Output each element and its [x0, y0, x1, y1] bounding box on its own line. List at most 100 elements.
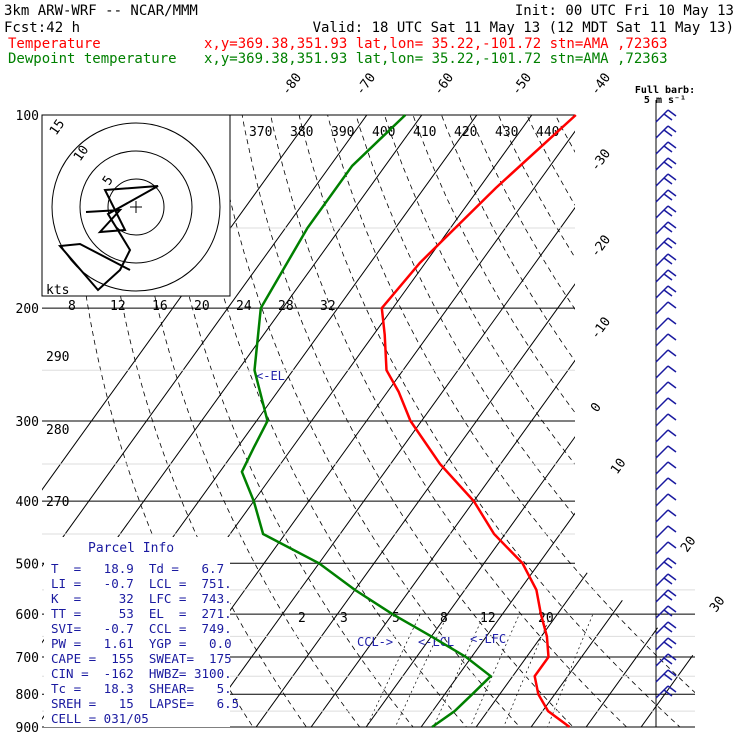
isotherm-label: 20	[678, 534, 699, 555]
wind-barb-flag	[667, 333, 677, 341]
wind-barb-shaft	[655, 621, 669, 635]
pressure-label: 100	[16, 109, 39, 124]
wind-barb-flag	[663, 241, 673, 249]
dry-adiabat	[623, 115, 695, 727]
wind-barb-flag	[667, 189, 677, 197]
wind-barb-flag	[663, 193, 673, 201]
hodograph-speed-label: 12	[110, 299, 126, 314]
hodograph-units: kts	[46, 283, 69, 298]
wind-barb-shaft	[655, 237, 669, 251]
wind-barb-flag	[663, 641, 673, 649]
wind-barb-flag	[667, 637, 677, 645]
wind-barb-shaft	[655, 493, 669, 507]
hodograph-ring-label: 10	[71, 143, 92, 164]
dry-adiabat	[540, 115, 695, 727]
dewpoint-location: x,y=369.38,351.93 lat,lon= 35.22,-101.72…	[204, 51, 668, 67]
parcel-row: CAPE = 155 SWEAT= 175	[51, 651, 232, 666]
wind-barb-flag	[667, 381, 677, 389]
wind-barb-flag	[663, 145, 673, 153]
wind-barb-shaft	[655, 269, 669, 283]
wind-barb-flag	[663, 657, 673, 665]
theta-lower-label: 280	[46, 423, 69, 438]
parcel-row: LI = -0.7 LCL = 751.	[51, 576, 232, 591]
hodograph-trace	[57, 185, 159, 292]
wind-barb-flag	[663, 289, 673, 297]
parcel-row: SREH = 15 LAPSE= 6.5	[51, 696, 239, 711]
wind-barb-shaft	[655, 333, 669, 347]
wind-barb-shaft	[655, 509, 669, 523]
parcel-row: SVI= -0.7 CCL = 749.	[51, 621, 232, 636]
isotherm-label: -80	[279, 71, 305, 99]
pressure-label: 400	[16, 495, 39, 510]
temperature-legend: Temperature	[8, 36, 101, 52]
wind-barb-flag	[667, 525, 677, 533]
wind-barb-flag	[667, 205, 677, 213]
wind-barb-flag	[667, 365, 677, 373]
isotherm-line	[609, 115, 695, 727]
dry-adiabat	[264, 115, 673, 727]
parcel-row: Tc = 18.3 SHEAR= 5.	[51, 681, 232, 696]
pressure-label: 300	[16, 415, 39, 430]
dry-adiabat	[595, 115, 695, 727]
isotherm-label: 10	[608, 456, 629, 477]
wind-barb-flag	[663, 609, 673, 617]
mixing-ratio-label: 5	[392, 611, 400, 626]
theta-label: 370	[249, 125, 272, 140]
wind-barb-flag	[667, 125, 677, 133]
wind-barb-shaft	[655, 637, 669, 651]
wind-barb-flag	[667, 605, 677, 613]
parcel-info-panel: Parcel Info T = 18.9 Td = 6.7 LI = -0.7 …	[44, 537, 239, 727]
pressure-label: 600	[16, 608, 39, 623]
wind-barb-shaft	[655, 397, 669, 411]
wind-barb-flag	[663, 129, 673, 137]
isotherm-label: 30	[707, 594, 728, 615]
wind-barb-shaft	[655, 365, 669, 379]
pressure-label: 700	[16, 651, 39, 666]
temperature-profile	[380, 114, 577, 729]
wind-barb-flag	[667, 141, 677, 149]
wind-barb-flag	[667, 429, 677, 437]
theta-lower-label: 290	[46, 350, 69, 365]
wind-barb-shaft	[655, 349, 669, 363]
mixing-ratio-label: 12	[480, 611, 496, 626]
wind-barb-shaft	[655, 605, 669, 619]
wind-barb-flag	[667, 317, 677, 325]
wind-barb-flag	[663, 273, 673, 281]
pressure-label: 800	[16, 688, 39, 703]
hodograph-ring	[79, 150, 193, 264]
theta-label: 420	[454, 125, 477, 140]
mixing-ratio-line	[346, 613, 421, 727]
parcel-row: K = 32 LFC = 743.	[51, 591, 232, 606]
hodograph-ring	[107, 178, 165, 236]
parcel-level-marker: <-LFC	[470, 632, 506, 646]
wind-barb-shaft	[655, 301, 669, 315]
isotherm-label: -40	[588, 71, 614, 99]
pressure-label: 200	[16, 302, 39, 317]
theta-label: 380	[290, 125, 313, 140]
wind-barb-flag	[663, 113, 673, 121]
wind-key-value: 5 m s⁻¹	[644, 95, 686, 106]
wind-barb-flag	[667, 253, 677, 261]
isotherm-label: 0	[588, 400, 605, 415]
wind-barb-flag	[667, 173, 677, 181]
hodograph-speed-label: 8	[68, 299, 76, 314]
model-title: 3km ARW-WRF -- NCAR/MMM	[4, 3, 198, 19]
isotherm-label: -50	[509, 71, 535, 99]
dewpoint-legend: Dewpoint temperature	[8, 51, 177, 67]
sounding-profiles	[240, 114, 577, 729]
init-time: Init: 00 UTC Fri 10 May 13	[515, 3, 734, 19]
wind-barb-shaft	[655, 253, 669, 267]
wind-barb-shaft	[655, 445, 669, 459]
isotherm-label: -60	[431, 71, 457, 99]
wind-barb-flag	[667, 285, 677, 293]
wind-barb-shaft	[655, 573, 669, 587]
isotherm-line	[42, 115, 444, 727]
wind-barb-shaft	[655, 669, 669, 683]
wind-barb-flag	[667, 221, 677, 229]
isotherm-line	[169, 115, 664, 727]
wind-barb-flag	[663, 177, 673, 185]
wind-barb-flag	[667, 397, 677, 405]
wind-barb-shaft	[655, 685, 669, 699]
wind-barb-flag	[663, 625, 673, 633]
wind-barb-flag	[667, 509, 677, 517]
